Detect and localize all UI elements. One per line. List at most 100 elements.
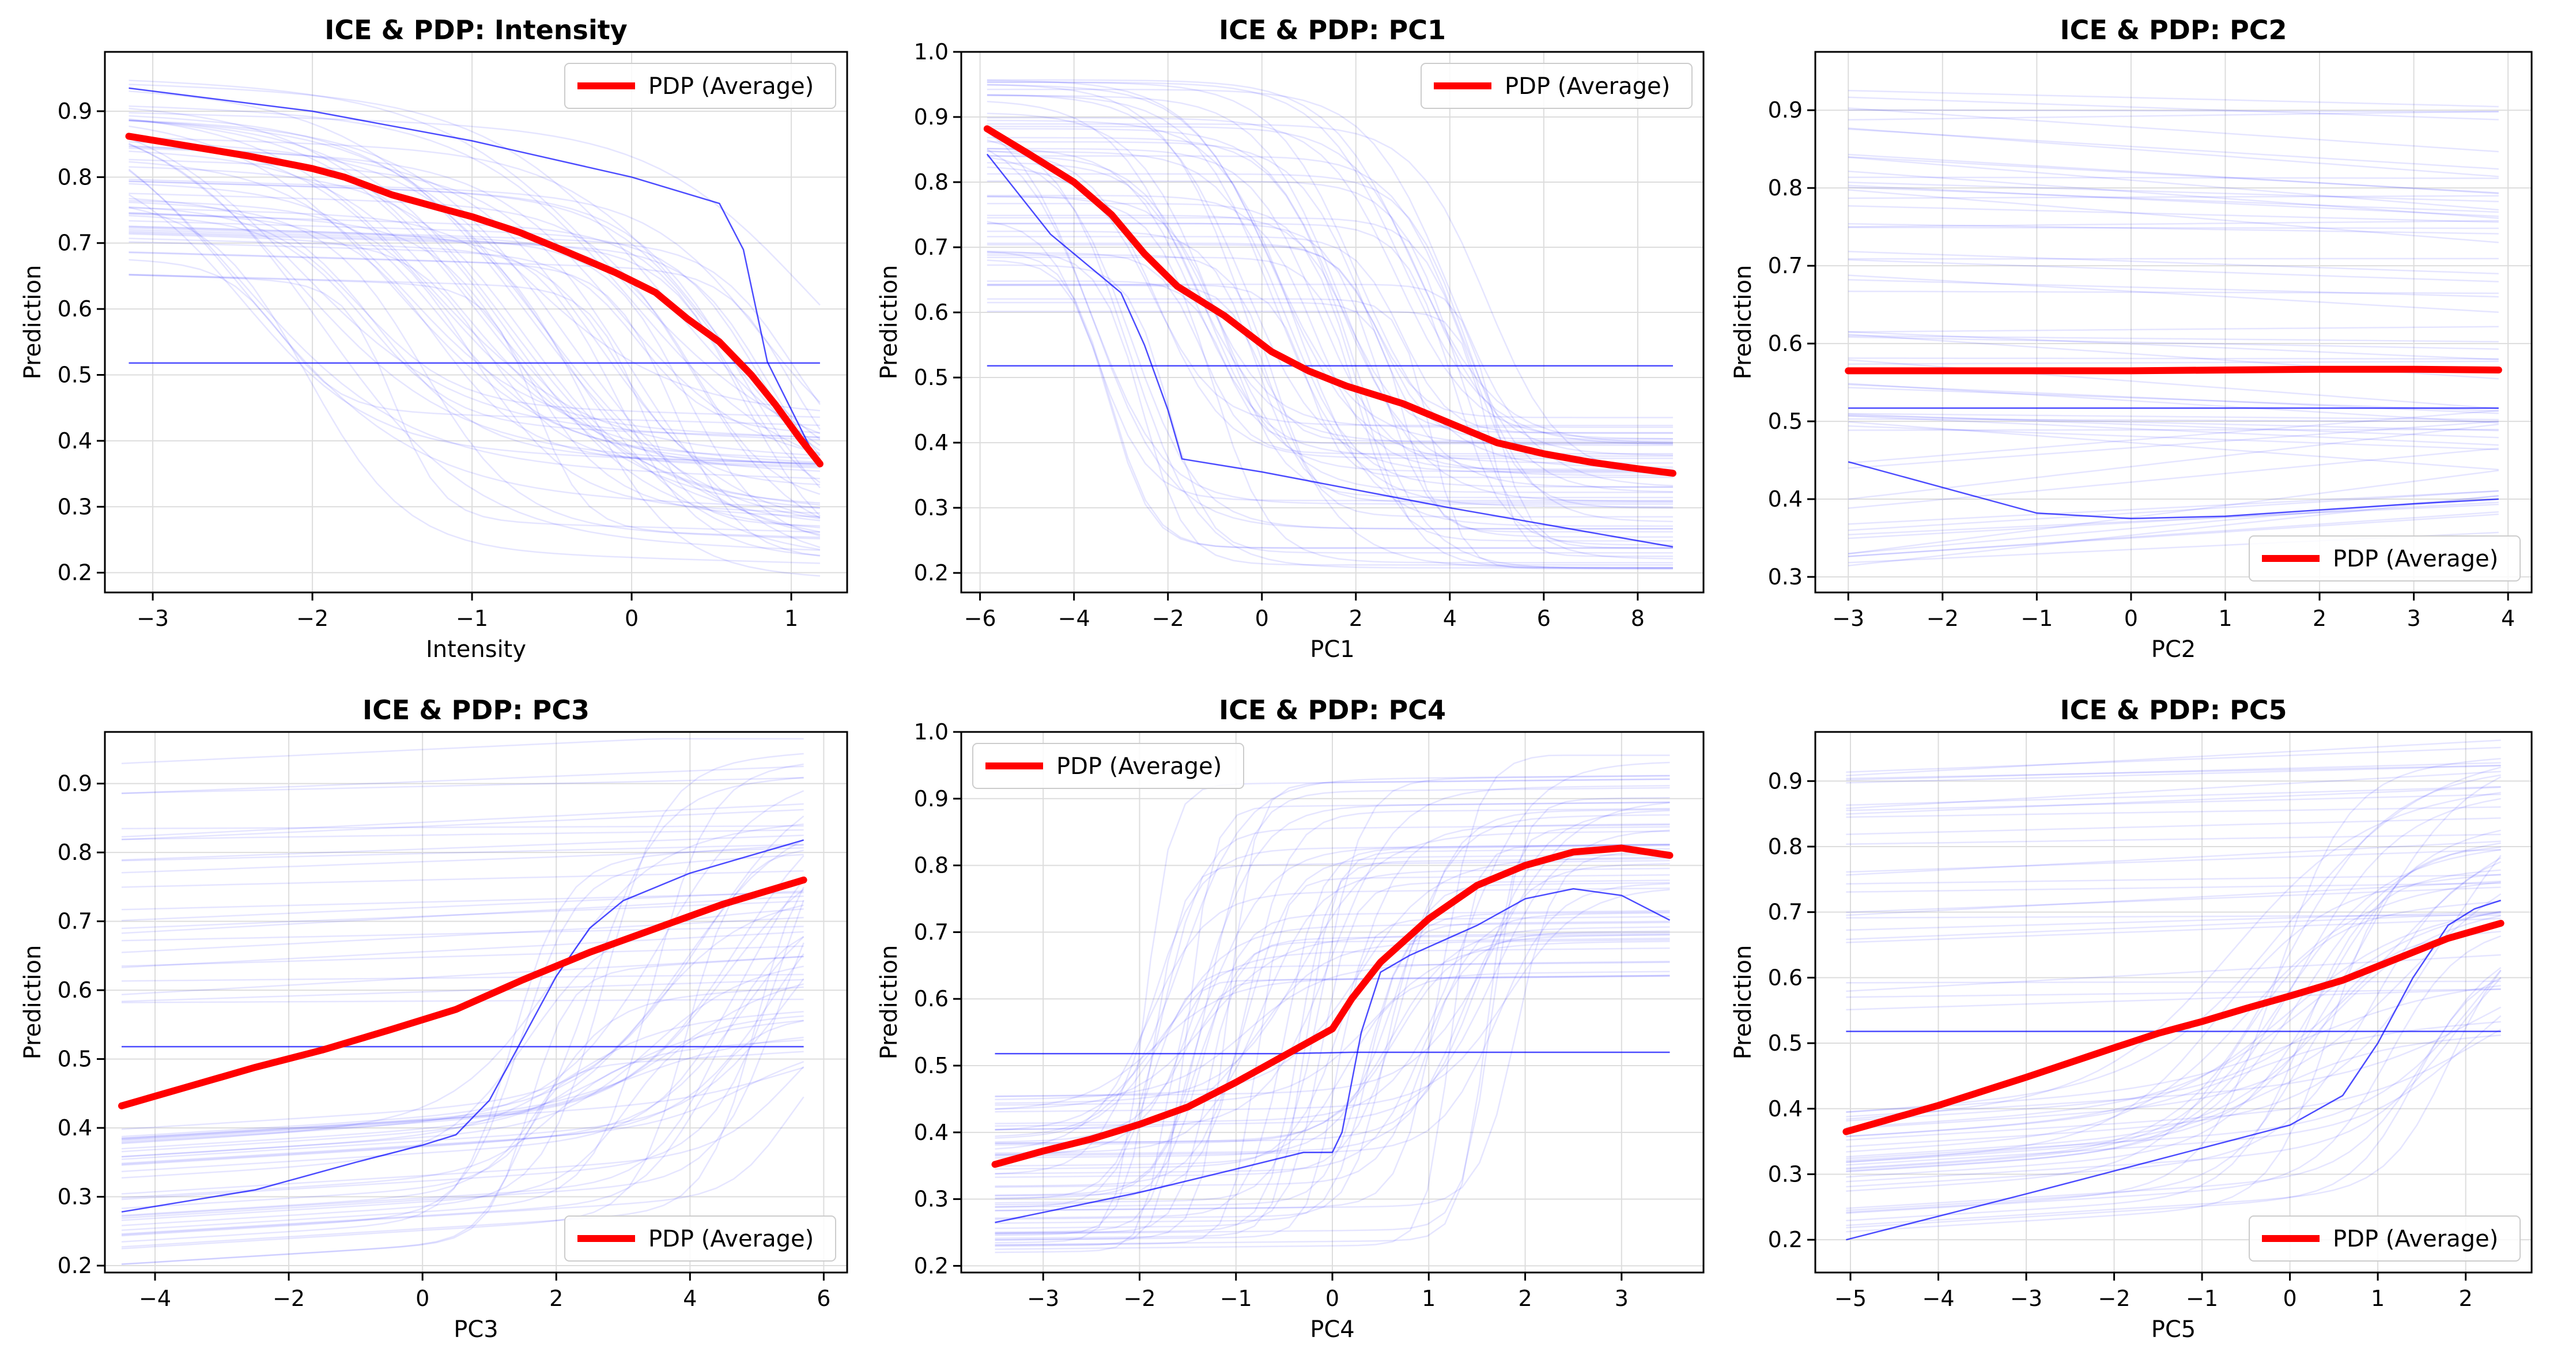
ice-curve [1846, 1015, 2502, 1166]
chart-title: ICE & PDP: Intensity [324, 14, 627, 46]
ice-curve [987, 251, 1673, 566]
ice-curve [995, 888, 1670, 1150]
ice-curve [1846, 931, 2501, 1211]
ice-curve [995, 775, 1670, 1137]
ice-curve [1846, 764, 2501, 780]
y-tick-label: 1.0 [914, 719, 949, 745]
ice-curve [129, 274, 820, 533]
ice-curve [995, 797, 1670, 1235]
y-tick-label: 0.3 [1768, 564, 1803, 590]
ice-curve [129, 166, 820, 504]
ice-curve [987, 88, 1674, 486]
ice-curve [987, 126, 1674, 456]
axes-frame [104, 731, 848, 1274]
ice-curve [1846, 969, 2502, 1160]
ice-curve [1846, 869, 2501, 1222]
x-tick-label: −2 [2098, 1286, 2131, 1311]
legend: PDP (Average) [2249, 1215, 2521, 1262]
ice-curve [1848, 494, 2499, 567]
ice-curve [995, 807, 1670, 1197]
ice-curve [995, 809, 1670, 1179]
y-tick-label: 0.3 [914, 495, 949, 520]
ice-curve [995, 926, 1670, 1146]
ice-curve [1846, 911, 2501, 1128]
pdp-series-line [118, 876, 807, 1109]
ice-curve [129, 119, 821, 509]
ice-curve [995, 939, 1670, 1131]
ice-curve [1848, 335, 2499, 343]
ice-curve [1846, 881, 2501, 916]
ice-curve [1846, 893, 2502, 1130]
ice-curve [121, 979, 804, 1002]
y-tick-label: 0.7 [914, 919, 949, 945]
ice-curve [995, 947, 1670, 1131]
ice-curve [995, 830, 1670, 1104]
ice-curve [1846, 861, 2502, 1188]
ice-curve [129, 112, 821, 306]
ice-curve [1846, 988, 2501, 998]
y-tick-label: 0.9 [914, 786, 949, 811]
ice-curve [987, 284, 1674, 549]
ice-curve [1846, 911, 2501, 1138]
ice-curve [129, 227, 821, 495]
legend-box [1421, 63, 1693, 109]
ice-curve-highlight [1848, 461, 2499, 520]
ice-curve [1848, 387, 2499, 412]
ice-curve [121, 765, 804, 794]
ice-curve [987, 301, 1673, 533]
ice-curve [129, 180, 821, 489]
ice-curve [1848, 331, 2499, 361]
x-tick-label: 1 [1422, 1286, 1436, 1311]
legend: PDP (Average) [972, 743, 1244, 789]
ice-curve [987, 221, 1673, 501]
legend-label: PDP (Average) [2333, 1226, 2498, 1252]
ice-curve [987, 194, 1673, 470]
legend-box [564, 1215, 836, 1262]
ice-curve [995, 975, 1670, 1253]
ice-curve [121, 879, 804, 1173]
ice-curve [129, 251, 821, 430]
ice-curve [1848, 447, 2499, 509]
ice-curve [995, 778, 1670, 1241]
ice-curve [121, 809, 804, 841]
ice-curve [995, 941, 1670, 1106]
ice-curve [987, 284, 1673, 478]
ice-curve [1846, 765, 2501, 784]
ice-curve [987, 148, 1673, 472]
pdp-series-line [1842, 920, 2505, 1135]
ice-curve [121, 1011, 804, 1158]
x-tick-label: −2 [1152, 606, 1184, 631]
ice-curve [1846, 776, 2502, 1163]
ice-curve [995, 826, 1670, 1246]
ice-curve [121, 895, 804, 934]
x-axis-label: Intensity [426, 636, 526, 663]
ice-curve [995, 814, 1670, 1159]
ice-curve [121, 892, 804, 911]
ice-curve [995, 934, 1670, 1199]
ice-curve [129, 199, 820, 514]
ice-curve [121, 763, 804, 1231]
ice-curve [1848, 409, 2499, 464]
ice-curve [995, 879, 1670, 1229]
ice-curve [1848, 96, 2499, 120]
ice-curve [995, 824, 1670, 1200]
ice-curve [1848, 425, 2499, 451]
x-tick-label: −1 [2020, 606, 2053, 631]
ice-curve [1846, 786, 2501, 806]
ice-curve [987, 280, 1673, 444]
chart-panel-1: −3 −2 −1 0 1 0.2 0.3 0.4 0.5 0.6 0.7 0.8 0.9 ICE & PD… [20, 14, 848, 663]
ice-curve [987, 259, 1673, 549]
x-tick-label: −2 [1123, 1286, 1155, 1311]
ice-curve [121, 738, 804, 764]
ice-curve [121, 936, 804, 1166]
legend-label: PDP (Average) [1056, 753, 1222, 780]
ice-curve [987, 128, 1674, 477]
ice-curve [1848, 189, 2499, 243]
legend-box [972, 743, 1244, 789]
y-tick-label: 0.2 [914, 1253, 949, 1278]
ice-curve [121, 1020, 804, 1235]
ice-curve [129, 214, 820, 439]
ice-curve [1848, 226, 2499, 229]
ice-curve [987, 94, 1673, 474]
x-tick-label: −3 [1027, 1286, 1059, 1311]
